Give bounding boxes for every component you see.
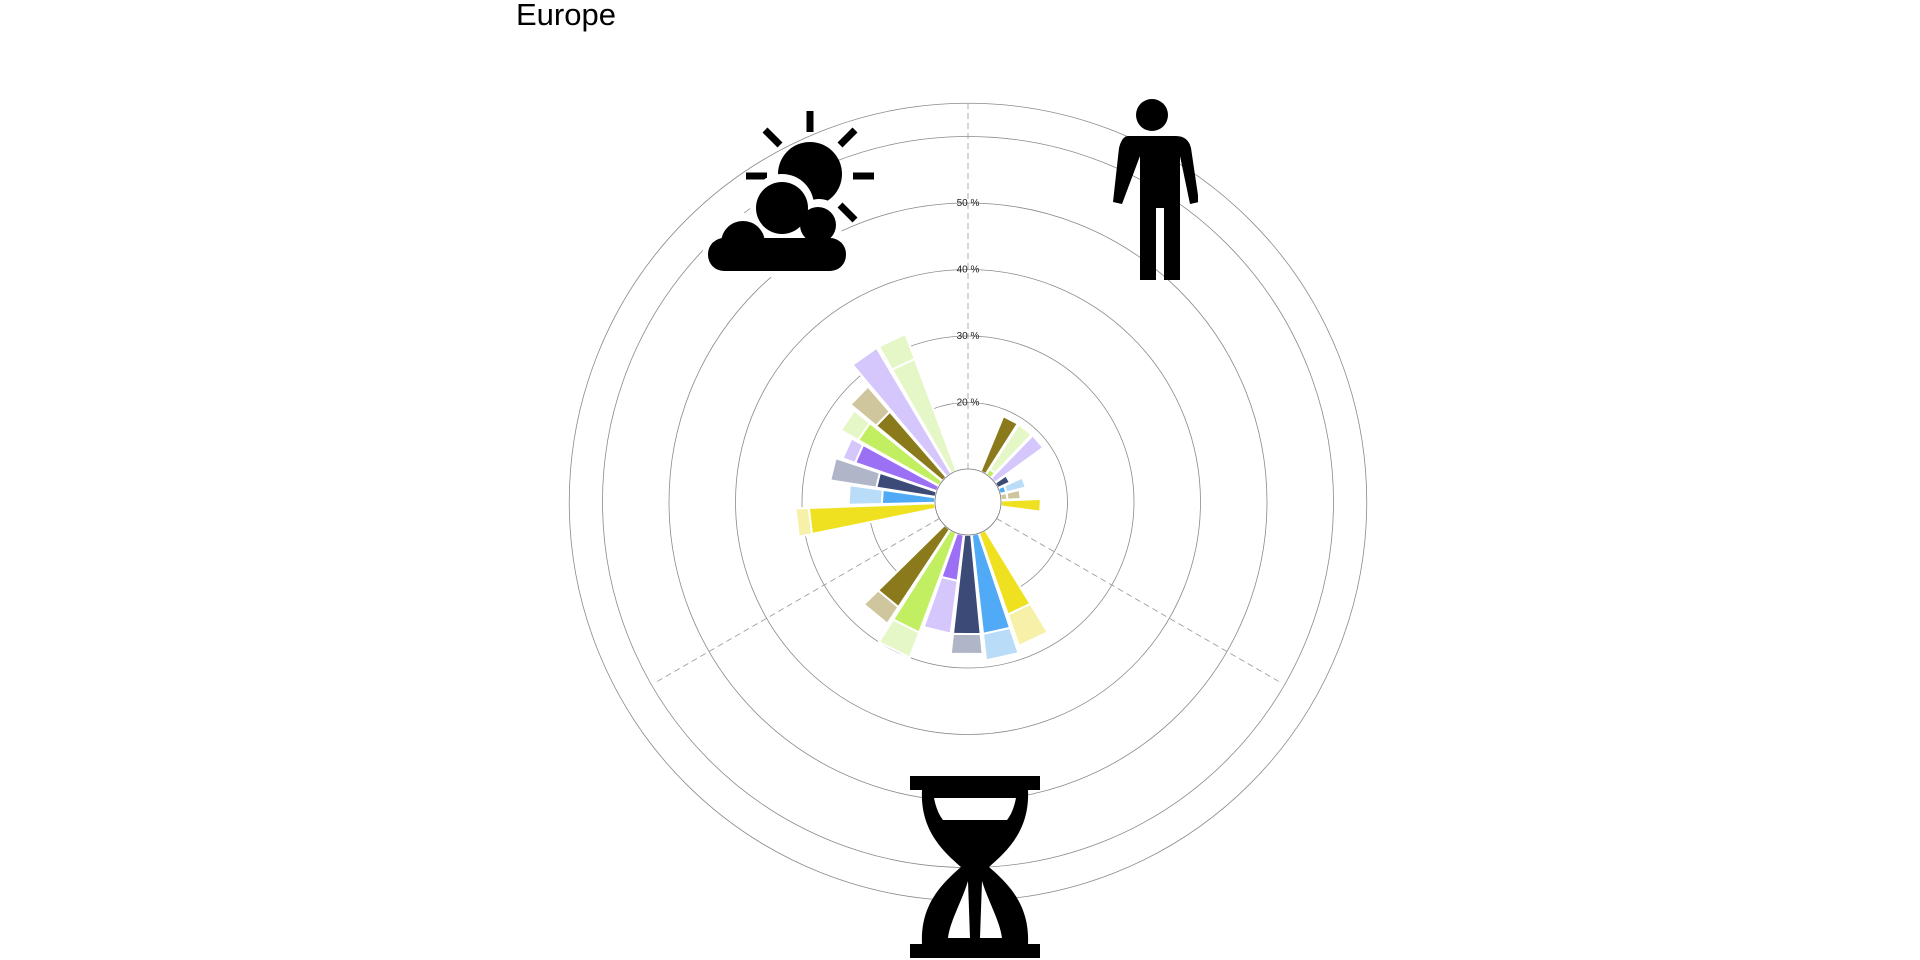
bar-segment-light <box>1002 476 1028 494</box>
bar-segment-light <box>988 422 1034 475</box>
tick-labels: 20 % 30 % 40 % 50 % <box>957 198 980 409</box>
bar-segment-dark <box>999 497 1042 513</box>
bar-segment-light <box>829 456 882 489</box>
radial-tick-label: 20 % <box>957 398 980 409</box>
inner-hole <box>934 468 1002 536</box>
grid-ring <box>735 269 1201 735</box>
bar-segment-light <box>981 626 1020 662</box>
bar-segment-light <box>877 332 917 371</box>
sun-cloud-icon <box>702 111 874 277</box>
radial-grid <box>568 102 1368 902</box>
radial-tick-label: 50 % <box>957 198 980 209</box>
sector-divider <box>996 518 1279 682</box>
bar-segment-light <box>794 506 814 538</box>
bar-segment-light <box>848 385 892 428</box>
bar-segment-light <box>862 589 900 626</box>
hourglass-icon <box>910 776 1040 958</box>
radial-tick-label: 30 % <box>957 331 980 342</box>
person-icon <box>1113 99 1198 280</box>
bar-segment-light <box>841 437 865 465</box>
bar-segment-light <box>877 618 921 659</box>
bar-segment-light <box>949 632 984 656</box>
bar-segment-light <box>922 575 959 635</box>
bar-segment-light <box>847 484 884 506</box>
radial-tick-label: 40 % <box>957 265 980 276</box>
sector-divider <box>657 518 940 682</box>
bar-segment-light <box>839 408 872 442</box>
bar-segment-light <box>1006 602 1050 648</box>
bars-group <box>794 332 1050 662</box>
page-title: Europe <box>516 0 616 32</box>
